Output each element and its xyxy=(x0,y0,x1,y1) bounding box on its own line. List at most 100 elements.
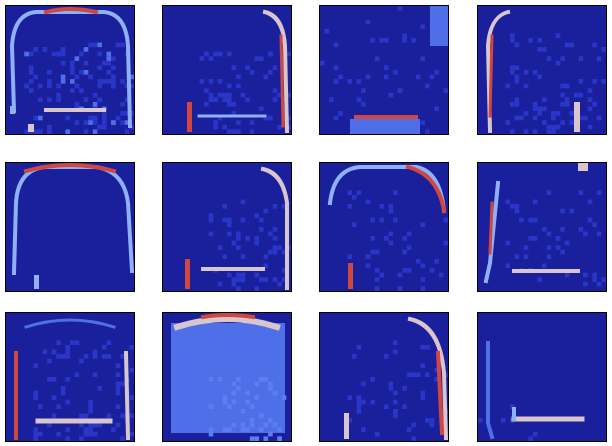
noise-pixel xyxy=(236,286,241,291)
noise-pixel xyxy=(116,404,121,409)
noise-pixel xyxy=(425,129,430,134)
noise-pixel xyxy=(533,236,538,241)
noise-pixel xyxy=(268,232,273,237)
noise-pixel xyxy=(597,190,602,195)
neck xyxy=(26,320,114,327)
noise-pixel xyxy=(565,84,570,89)
noise-pixel xyxy=(120,111,125,116)
noise-pixel xyxy=(227,427,232,432)
noise-pixel xyxy=(236,273,241,278)
noise-pixel xyxy=(241,273,246,278)
noise-pixel xyxy=(273,65,278,70)
noise-pixel xyxy=(389,386,394,391)
noise-pixel xyxy=(434,259,439,264)
heatmap-image xyxy=(6,6,134,134)
noise-pixel xyxy=(209,427,214,432)
noise-pixel xyxy=(232,65,237,70)
noise-pixel xyxy=(65,436,70,441)
noise-pixel xyxy=(588,97,593,102)
noise-pixel xyxy=(375,268,380,273)
cuff xyxy=(187,102,192,132)
noise-pixel xyxy=(52,52,57,57)
noise-pixel xyxy=(241,200,246,205)
noise-pixel xyxy=(515,254,520,259)
noise-pixel xyxy=(273,245,278,250)
noise-pixel xyxy=(107,52,112,57)
heatmap-image xyxy=(320,6,448,134)
noise-pixel xyxy=(43,47,48,52)
noise-pixel xyxy=(93,350,98,355)
noise-pixel xyxy=(236,129,241,134)
heatmap-image xyxy=(478,163,606,291)
noise-pixel xyxy=(259,414,264,419)
heatmap-image xyxy=(6,163,134,291)
noise-pixel xyxy=(241,277,246,282)
noise-pixel xyxy=(79,414,84,419)
noise-pixel xyxy=(264,377,269,382)
noise-pixel xyxy=(510,65,515,70)
noise-pixel xyxy=(56,404,61,409)
noise-pixel xyxy=(222,125,227,130)
left-edge xyxy=(488,343,492,437)
noise-pixel xyxy=(209,232,214,237)
noise-pixel xyxy=(102,120,107,125)
noise-pixel xyxy=(528,38,533,43)
noise-pixel xyxy=(443,241,448,246)
noise-pixel xyxy=(209,377,214,382)
noise-pixel xyxy=(416,259,421,264)
noise-pixel xyxy=(102,79,107,84)
noise-pixel xyxy=(254,273,259,278)
noise-pixel xyxy=(533,432,538,437)
noise-pixel xyxy=(273,277,278,282)
noise-pixel xyxy=(384,75,389,80)
noise-pixel xyxy=(116,372,121,377)
noise-pixel xyxy=(259,377,264,382)
heatmap-panel-5 xyxy=(5,162,135,292)
noise-pixel xyxy=(120,414,125,419)
noise-pixel xyxy=(379,218,384,223)
noise-pixel xyxy=(61,75,66,80)
noise-pixel xyxy=(421,363,426,368)
noise-pixel xyxy=(264,423,269,428)
noise-pixel xyxy=(583,232,588,237)
noise-pixel xyxy=(560,250,565,255)
noise-pixel xyxy=(70,88,75,93)
noise-pixel xyxy=(241,427,246,432)
noise-pixel xyxy=(232,282,237,287)
noise-pixel xyxy=(515,204,520,209)
noise-pixel xyxy=(84,432,89,437)
noise-pixel xyxy=(236,236,241,241)
noise-pixel xyxy=(357,404,362,409)
noise-pixel xyxy=(338,75,343,80)
noise-pixel xyxy=(320,61,325,66)
noise-pixel xyxy=(111,84,116,89)
noise-pixel xyxy=(588,88,593,93)
noise-pixel xyxy=(97,52,102,57)
noise-pixel xyxy=(384,65,389,70)
noise-pixel xyxy=(533,70,538,75)
noise-pixel xyxy=(129,414,134,419)
noise-pixel xyxy=(273,204,278,209)
noise-pixel xyxy=(88,75,93,80)
collar xyxy=(203,315,253,317)
noise-pixel xyxy=(519,116,524,121)
noise-pixel xyxy=(505,120,510,125)
noise-pixel xyxy=(29,79,34,84)
cuff xyxy=(344,413,349,439)
noise-pixel xyxy=(38,97,43,102)
noise-pixel xyxy=(254,236,259,241)
noise-pixel xyxy=(259,218,264,223)
left-edge-hot xyxy=(490,36,492,116)
noise-pixel xyxy=(515,209,520,214)
noise-pixel xyxy=(79,70,84,75)
noise-pixel xyxy=(107,340,112,345)
noise-pixel xyxy=(120,102,125,107)
noise-pixel xyxy=(547,232,552,237)
noise-pixel xyxy=(79,88,84,93)
noise-pixel xyxy=(250,129,255,134)
noise-pixel xyxy=(250,70,255,75)
noise-pixel xyxy=(56,354,61,359)
noise-pixel xyxy=(505,84,510,89)
noise-pixel xyxy=(574,93,579,98)
noise-pixel xyxy=(29,88,34,93)
